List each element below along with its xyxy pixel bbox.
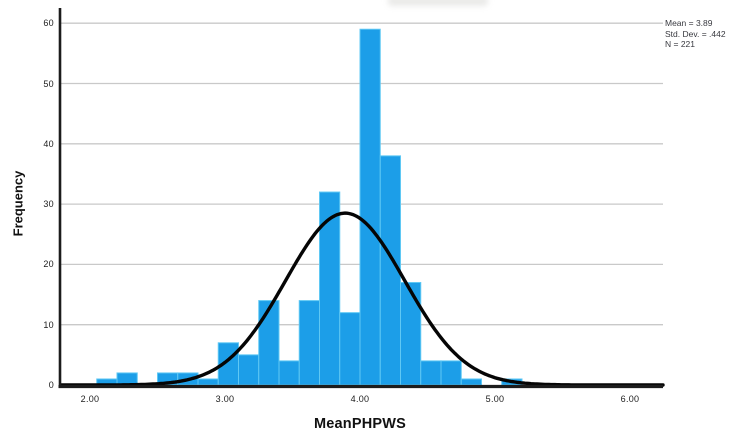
cropped-title-artifact bbox=[388, 0, 488, 6]
normal-curve bbox=[59, 211, 665, 387]
stats-n: N = 221 bbox=[665, 39, 696, 49]
histogram-bar bbox=[440, 360, 462, 386]
y-axis-title: Frequency bbox=[10, 170, 26, 237]
x-tick-label: 6.00 bbox=[620, 394, 640, 404]
y-tick-label: 30 bbox=[43, 199, 54, 210]
stats-box: Mean = 3.89 Std. Dev. = .442 N = 221 bbox=[665, 18, 726, 50]
stats-mean: Mean = 3.89 bbox=[665, 18, 713, 28]
stats-std-dev: Std. Dev. = .442 bbox=[665, 28, 726, 39]
histogram-bar bbox=[339, 312, 361, 386]
y-tick-label: 20 bbox=[43, 259, 54, 270]
histogram-bar bbox=[359, 28, 381, 386]
x-tick-label: 2.00 bbox=[80, 394, 100, 404]
x-tick-label: 4.00 bbox=[350, 394, 370, 404]
histogram-bar bbox=[298, 300, 320, 386]
x-tick-label: 3.00 bbox=[215, 394, 235, 404]
histogram-bar bbox=[278, 360, 300, 386]
y-tick-label: 60 bbox=[43, 18, 54, 29]
histogram-bar bbox=[400, 281, 422, 386]
histogram-bar bbox=[238, 354, 260, 386]
y-tick-label: 40 bbox=[43, 138, 54, 149]
histogram-bar bbox=[319, 191, 341, 386]
histogram-bar bbox=[197, 378, 219, 386]
x-axis-title: MeanPHPWS bbox=[313, 416, 407, 432]
y-tick-label: 10 bbox=[43, 319, 54, 330]
histogram-bar bbox=[420, 360, 442, 386]
y-tick-label: 50 bbox=[43, 78, 54, 89]
x-tick-label: 5.00 bbox=[485, 394, 505, 404]
y-tick-label: 0 bbox=[48, 380, 54, 390]
histogram-bar bbox=[460, 378, 482, 386]
histogram-bar bbox=[258, 300, 280, 386]
